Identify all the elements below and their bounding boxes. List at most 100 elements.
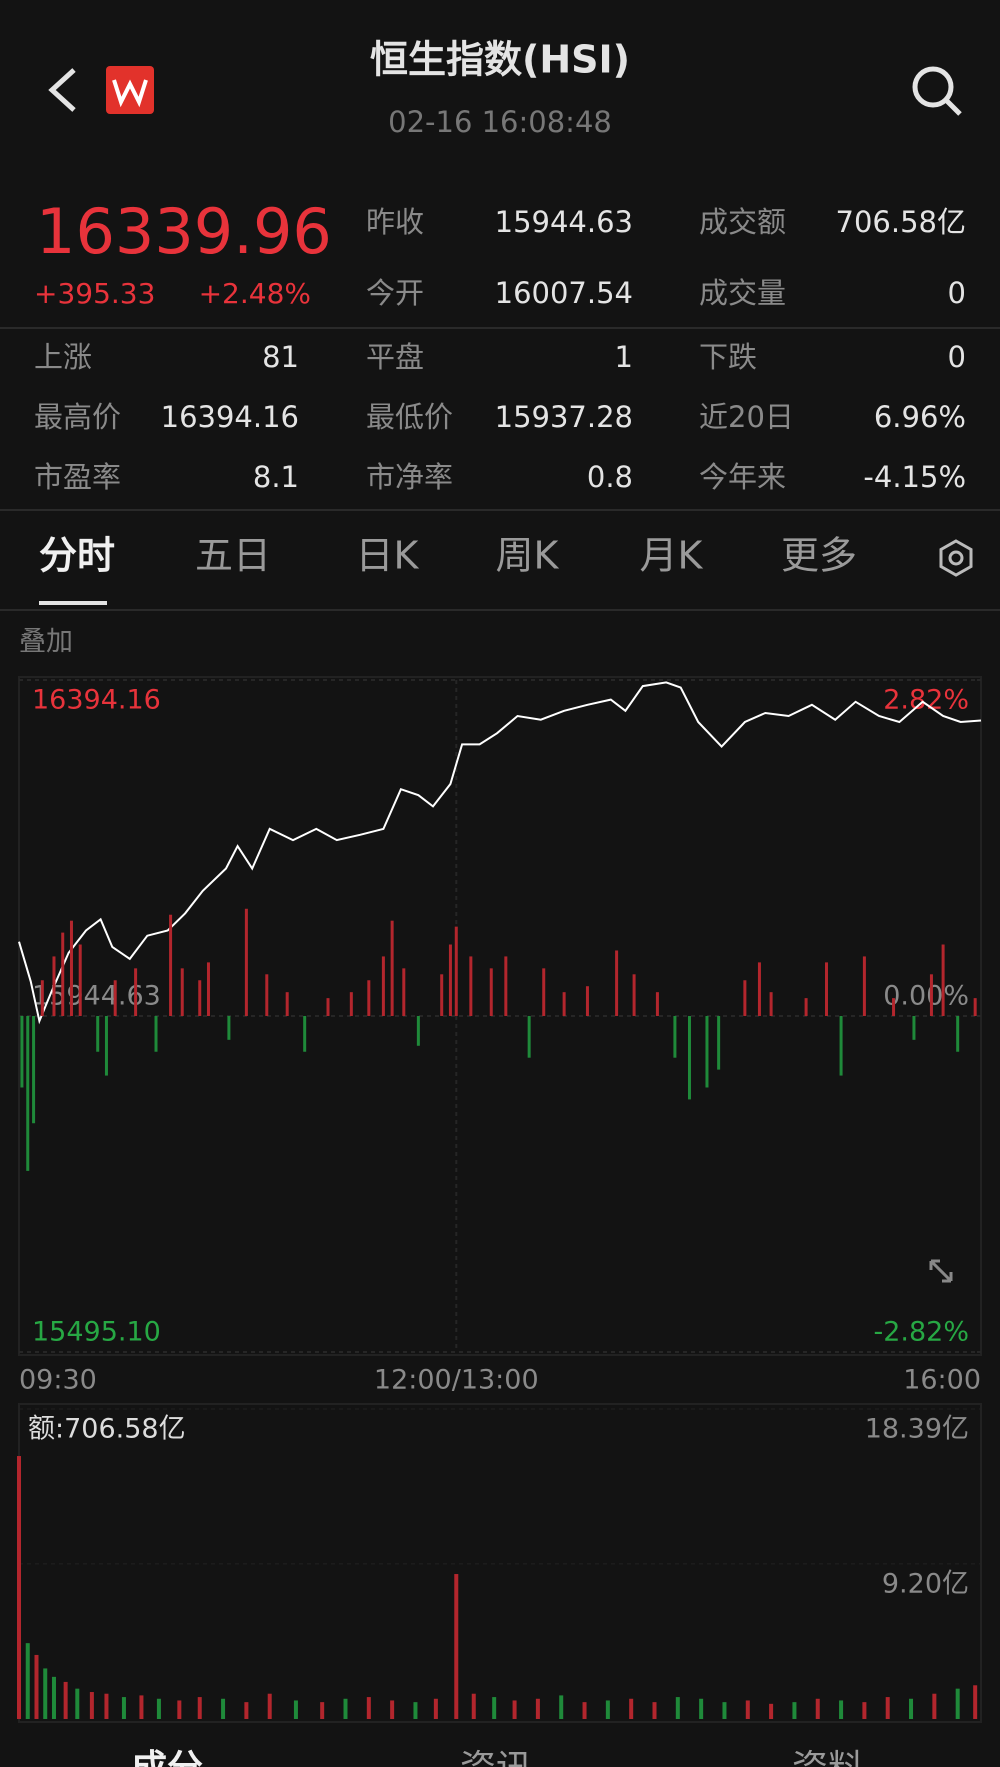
stat-label: 市盈率 <box>34 460 121 494</box>
back-button[interactable] <box>48 68 76 112</box>
breadth-bar <box>839 1016 843 1076</box>
breadth-bar <box>615 950 619 1016</box>
volume-bar <box>221 1698 226 1719</box>
volume-bar <box>121 1697 126 1719</box>
breadth-bar <box>527 1016 531 1058</box>
bottom-tab[interactable]: 资料 <box>792 1748 864 1767</box>
breadth-bar <box>104 1016 108 1076</box>
stat-label: 近20日 <box>699 400 794 434</box>
stat-label: 市净率 <box>366 460 453 494</box>
breadth-bar <box>912 1016 916 1040</box>
volume-bar <box>932 1693 937 1719</box>
volume-bar <box>51 1676 56 1719</box>
volume-bar <box>745 1700 750 1719</box>
y2-tick-label: -2.82% <box>873 1317 969 1348</box>
tab[interactable]: 月K <box>640 534 704 578</box>
volume-bar <box>973 1685 978 1719</box>
stat-label: 平盘 <box>366 340 424 374</box>
expand-button[interactable] <box>929 1259 953 1283</box>
change-pct: +2.48% <box>199 277 311 310</box>
volume-bar <box>293 1700 298 1719</box>
expand-icon <box>929 1259 953 1283</box>
tab[interactable]: 更多 <box>781 534 857 578</box>
breadth-bar <box>285 992 289 1016</box>
breadth-bar <box>349 992 353 1016</box>
breadth-bar <box>892 998 896 1016</box>
stat-value: 706.58亿 <box>836 205 966 239</box>
volume-bar <box>433 1698 438 1719</box>
breadth-bar <box>40 980 44 1016</box>
bottom-tab[interactable]: 资讯 <box>460 1748 532 1767</box>
volume-bar <box>471 1693 476 1719</box>
stat-value: 15944.63 <box>495 205 633 239</box>
search-icon <box>912 66 954 108</box>
volume-bar <box>156 1698 161 1719</box>
volume-bar <box>885 1697 890 1719</box>
stat-value: 16394.16 <box>161 400 299 434</box>
breadth-bar <box>504 956 508 1016</box>
volume-bar <box>815 1698 820 1719</box>
tab-underline <box>39 601 107 605</box>
breadth-bar <box>673 1016 677 1058</box>
breadth-bar <box>206 962 210 1016</box>
title: 恒生指数(HSI) <box>370 38 630 82</box>
stat-label: 最低价 <box>366 400 453 434</box>
stat-label: 下跌 <box>699 340 757 374</box>
breadth-bar <box>367 980 371 1016</box>
breadth-bar <box>804 998 808 1016</box>
bottom-tab[interactable]: 成分 <box>131 1748 203 1767</box>
volume-bar <box>17 1456 21 1719</box>
breadth-bar <box>941 944 945 1016</box>
volume-bar <box>454 1574 459 1719</box>
breadth-bar <box>61 932 65 1016</box>
volume-bar <box>43 1668 48 1719</box>
volume-bar <box>862 1702 867 1719</box>
volume-bar <box>792 1702 797 1719</box>
stat-label: 成交额 <box>699 205 786 239</box>
overlay-label: 叠加 <box>19 627 73 658</box>
settings-button[interactable] <box>939 539 973 577</box>
breadth-bar <box>632 974 636 1016</box>
breadth-bar <box>454 926 458 1016</box>
tab[interactable]: 周K <box>496 534 560 578</box>
app-logo <box>106 66 154 114</box>
stat-value: 1 <box>615 340 633 374</box>
breadth-bar <box>154 1016 158 1052</box>
breadth-bar <box>198 980 202 1016</box>
volume-bar <box>909 1698 914 1719</box>
breadth-bar <box>26 1016 30 1171</box>
stat-value: 8.1 <box>253 460 299 494</box>
stat-value: 16007.54 <box>495 276 633 310</box>
breadth-bar <box>973 998 977 1016</box>
tab[interactable]: 分时 <box>39 534 115 578</box>
breadth-bar <box>717 1016 721 1070</box>
tab[interactable]: 五日 <box>195 534 271 578</box>
volume-bar <box>177 1700 182 1719</box>
volume-bar <box>839 1700 844 1719</box>
volume-bar <box>197 1697 202 1719</box>
breadth-bar <box>52 956 56 1016</box>
breadth-bar <box>956 1016 960 1052</box>
search-button[interactable] <box>912 66 962 116</box>
y-tick-label: 15944.63 <box>32 981 161 1012</box>
breadth-bar <box>769 992 773 1016</box>
stat-label: 最高价 <box>34 400 121 434</box>
volume-bar <box>390 1700 395 1719</box>
breadth-bar <box>265 974 269 1016</box>
stat-value: 0 <box>948 276 966 310</box>
breadth-bar <box>402 968 406 1016</box>
stat-value: 0 <box>948 340 966 374</box>
stat-value: 81 <box>262 340 299 374</box>
volume-bar <box>629 1698 634 1719</box>
tab[interactable]: 日K <box>356 534 420 578</box>
volume-bar <box>320 1702 325 1719</box>
breadth-bar <box>489 968 493 1016</box>
y-tick-label: 15495.10 <box>32 1317 161 1348</box>
breadth-bar <box>585 986 589 1016</box>
volume-bar <box>582 1702 587 1719</box>
stat-label: 今开 <box>366 276 424 310</box>
chart-frame <box>18 1403 982 1723</box>
stat-label: 今年来 <box>699 460 786 494</box>
breadth-bar <box>416 1016 420 1046</box>
app-logo-mark <box>112 79 148 108</box>
